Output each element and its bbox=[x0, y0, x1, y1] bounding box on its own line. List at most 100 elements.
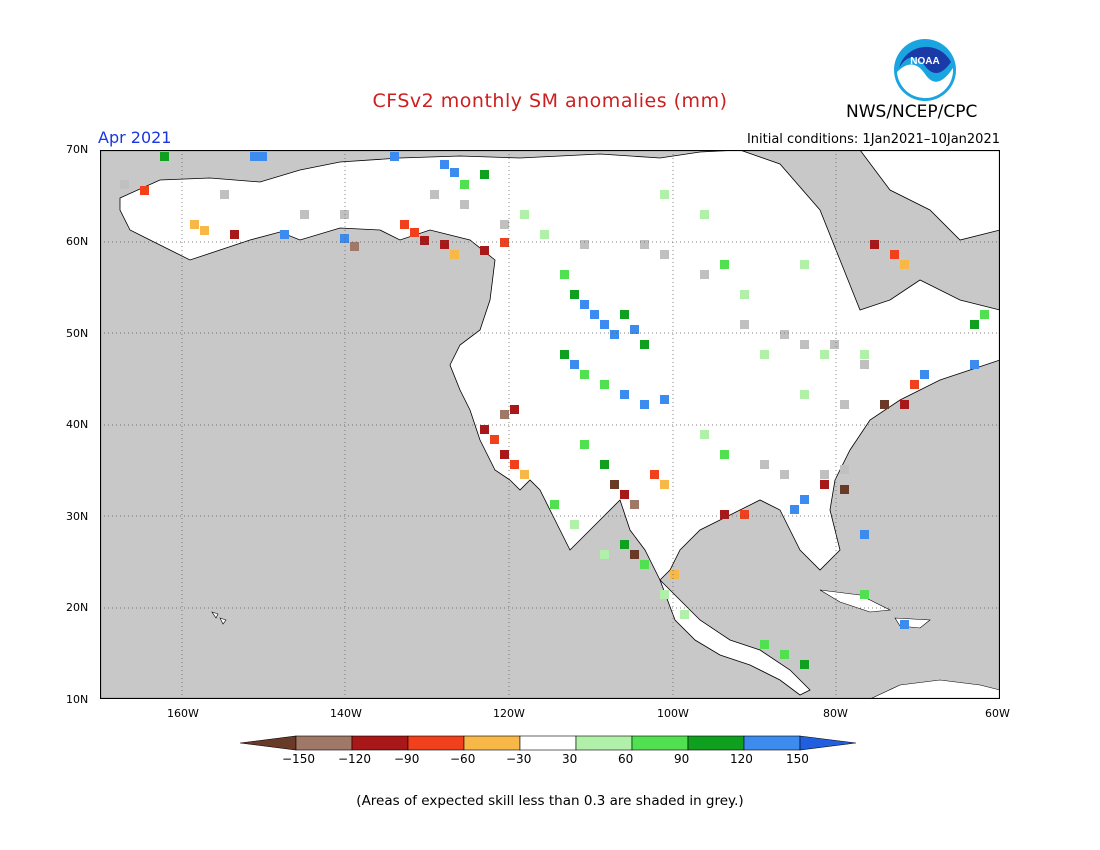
anomaly-cell bbox=[630, 550, 639, 559]
colorbar-segment bbox=[631, 735, 689, 751]
anomaly-cell bbox=[460, 200, 469, 209]
colorbar-tick-label: −150 bbox=[282, 752, 315, 766]
anomaly-cell bbox=[460, 180, 469, 189]
valid-month: Apr 2021 bbox=[98, 128, 172, 147]
lat-label-40n: 40N bbox=[66, 418, 89, 431]
anomaly-cell bbox=[720, 260, 729, 269]
anomaly-cell bbox=[450, 168, 459, 177]
anomaly-cell bbox=[440, 160, 449, 169]
color-bar bbox=[240, 735, 857, 751]
anomaly-cell bbox=[500, 238, 509, 247]
anomaly-cell bbox=[140, 186, 149, 195]
anomaly-cell bbox=[580, 240, 589, 249]
anomaly-cell bbox=[700, 270, 709, 279]
anomaly-cell bbox=[830, 340, 839, 349]
anomaly-cell bbox=[540, 230, 549, 239]
anomaly-cell bbox=[660, 250, 669, 259]
anomaly-cell bbox=[490, 435, 499, 444]
colorbar-tick-label: −30 bbox=[506, 752, 532, 766]
anomaly-cell bbox=[250, 152, 259, 161]
lon-label-60w: 60W bbox=[985, 707, 1010, 720]
anomaly-cell bbox=[560, 270, 569, 279]
anomaly-cell bbox=[660, 395, 669, 404]
anomaly-cell bbox=[570, 360, 579, 369]
colorbar-segment bbox=[240, 735, 297, 751]
anomaly-cell bbox=[700, 210, 709, 219]
lon-label-100w: 100W bbox=[657, 707, 689, 720]
colorbar-segment bbox=[407, 735, 465, 751]
lat-label-70n: 70N bbox=[66, 143, 89, 156]
anomaly-cell bbox=[860, 590, 869, 599]
anomaly-cell bbox=[440, 240, 449, 249]
anomaly-cell bbox=[560, 350, 569, 359]
anomaly-cell bbox=[840, 485, 849, 494]
anomaly-cell bbox=[600, 550, 609, 559]
anomaly-cell bbox=[500, 450, 509, 459]
anomaly-cell bbox=[640, 560, 649, 569]
anomaly-cell bbox=[230, 230, 239, 239]
anomaly-map bbox=[100, 150, 1000, 699]
anomaly-cell bbox=[280, 230, 289, 239]
anomaly-cell bbox=[160, 152, 169, 161]
anomaly-cell bbox=[610, 480, 619, 489]
anomaly-cell bbox=[520, 210, 529, 219]
noaa-logo: NOAA bbox=[893, 38, 957, 102]
colorbar-tick-label: 90 bbox=[674, 752, 690, 766]
lat-label-10n: 10N bbox=[66, 693, 89, 706]
colorbar-tick-label: −120 bbox=[338, 752, 371, 766]
lon-label-80w: 80W bbox=[823, 707, 848, 720]
anomaly-cell bbox=[640, 400, 649, 409]
anomaly-cell bbox=[630, 500, 639, 509]
land-hawaii bbox=[211, 611, 227, 625]
anomaly-cell bbox=[200, 226, 209, 235]
anomaly-cell bbox=[800, 495, 809, 504]
anomaly-cell bbox=[300, 210, 309, 219]
anomaly-cell bbox=[740, 290, 749, 299]
anomaly-cell bbox=[900, 260, 909, 269]
colorbar-segment bbox=[351, 735, 409, 751]
anomaly-cell bbox=[870, 240, 879, 249]
anomaly-cell bbox=[600, 380, 609, 389]
anomaly-cell bbox=[570, 290, 579, 299]
anomaly-cell bbox=[500, 220, 509, 229]
land-central-america bbox=[659, 579, 811, 696]
anomaly-cell bbox=[740, 510, 749, 519]
lat-label-30n: 30N bbox=[66, 510, 89, 523]
colorbar-tick-label: 120 bbox=[730, 752, 753, 766]
anomaly-cell bbox=[900, 400, 909, 409]
anomaly-cell bbox=[580, 300, 589, 309]
lat-label-20n: 20N bbox=[66, 601, 89, 614]
anomaly-cell bbox=[350, 242, 359, 251]
land-cuba bbox=[819, 589, 892, 613]
chart-title: CFSv2 monthly SM anomalies (mm) bbox=[372, 90, 728, 112]
anomaly-cell bbox=[680, 610, 689, 619]
anomaly-cell bbox=[780, 470, 789, 479]
anomaly-cell bbox=[390, 152, 399, 161]
anomaly-cell bbox=[580, 370, 589, 379]
anomaly-cell bbox=[900, 620, 909, 629]
anomaly-cell bbox=[760, 460, 769, 469]
anomaly-cell bbox=[740, 320, 749, 329]
anomaly-cell bbox=[410, 228, 419, 237]
anomaly-cell bbox=[820, 480, 829, 489]
anomaly-cell bbox=[890, 250, 899, 259]
anomaly-cell bbox=[480, 170, 489, 179]
initial-conditions: Initial conditions: 1Jan2021–10Jan2021 bbox=[746, 132, 1000, 147]
anomaly-cell bbox=[500, 410, 509, 419]
lon-label-160w: 160W bbox=[167, 707, 199, 720]
anomaly-cell bbox=[650, 470, 659, 479]
anomaly-cell bbox=[430, 190, 439, 199]
land-greenland bbox=[859, 150, 1000, 241]
anomaly-cell bbox=[660, 590, 669, 599]
colorbar-segment bbox=[575, 735, 633, 751]
colorbar-segment bbox=[295, 735, 353, 751]
agency-label: NWS/NCEP/CPC bbox=[846, 102, 978, 122]
anomaly-cell bbox=[340, 234, 349, 243]
colorbar-segment bbox=[463, 735, 521, 751]
anomaly-cell bbox=[600, 320, 609, 329]
anomaly-cell bbox=[620, 310, 629, 319]
anomaly-cell bbox=[660, 190, 669, 199]
anomaly-cell bbox=[760, 350, 769, 359]
colorbar-tick-label: 150 bbox=[786, 752, 809, 766]
anomaly-cell bbox=[340, 210, 349, 219]
